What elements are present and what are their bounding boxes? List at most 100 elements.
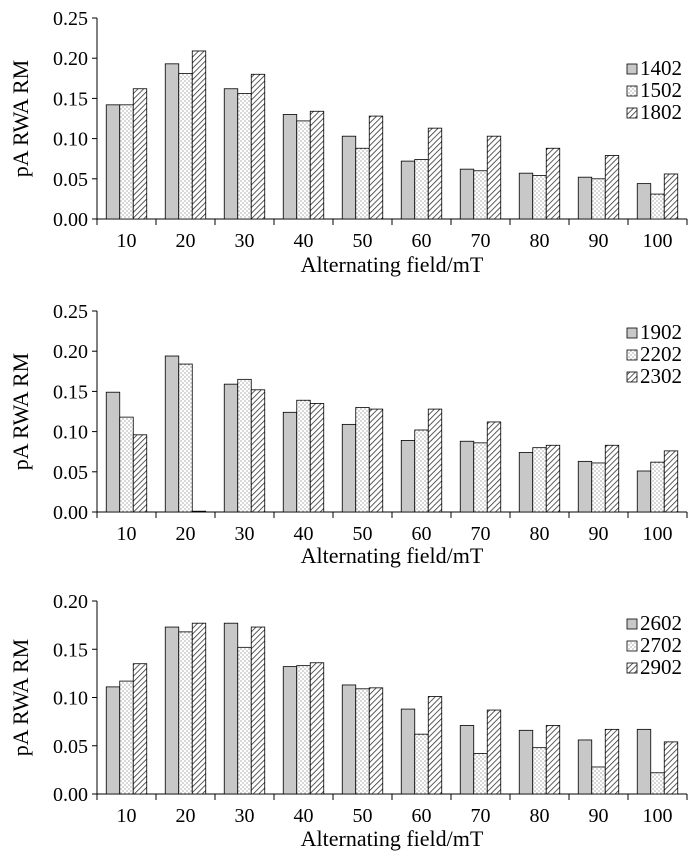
x-axis-label: Alternating field/mT xyxy=(301,543,484,568)
legend-swatch-hatch xyxy=(626,371,638,383)
bar-2702-90 xyxy=(591,766,606,795)
bar-1802-20 xyxy=(191,50,207,220)
bar-2202-20 xyxy=(178,363,193,513)
x-tick-label: 60 xyxy=(412,523,432,545)
bar-1402-100 xyxy=(636,183,652,220)
y-tick-label: 0.05 xyxy=(53,169,88,191)
bar-1402-10 xyxy=(105,104,121,220)
x-tick-label: 10 xyxy=(117,230,137,252)
x-tick-label: 80 xyxy=(530,523,550,545)
bar-2902-80 xyxy=(545,725,561,795)
legend-label: 1502 xyxy=(640,78,682,102)
bar-2702-10 xyxy=(119,680,134,795)
bar-1402-20 xyxy=(164,63,180,220)
bar-2602-70 xyxy=(459,725,475,795)
x-tick-label: 50 xyxy=(353,523,373,545)
bar-2902-10 xyxy=(132,663,148,795)
bar-1502-80 xyxy=(532,175,547,220)
bar-2202-30 xyxy=(237,378,252,513)
bar-2602-40 xyxy=(282,666,298,795)
x-tick-label: 30 xyxy=(235,805,255,827)
y-tick-label: 0.00 xyxy=(53,784,88,806)
bar-1802-30 xyxy=(250,73,266,220)
x-tick-label: 20 xyxy=(176,523,196,545)
bar-1902-50 xyxy=(341,423,357,513)
legend-swatch-dots xyxy=(626,640,638,652)
legend-label: 1402 xyxy=(640,56,682,80)
x-tick-label: 100 xyxy=(643,805,673,827)
legend-swatch-gray xyxy=(626,63,638,75)
bar-2902-20 xyxy=(191,622,207,795)
legend-swatch-hatch xyxy=(626,107,638,119)
bar-2902-90 xyxy=(604,728,620,795)
x-tick-label: 90 xyxy=(589,523,609,545)
bar-1902-20 xyxy=(164,355,180,513)
bar-1402-70 xyxy=(459,168,475,220)
bar-1502-60 xyxy=(414,159,429,220)
x-tick-label: 90 xyxy=(589,805,609,827)
legend-label: 2602 xyxy=(640,611,682,635)
y-axis-label: pA RWA RM xyxy=(8,60,33,177)
legend-label: 2302 xyxy=(640,364,682,388)
bar-2902-40 xyxy=(309,662,325,795)
bar-2602-90 xyxy=(577,739,593,795)
bar-2302-100 xyxy=(663,450,679,513)
bar-1902-70 xyxy=(459,440,475,513)
legend-label: 2902 xyxy=(640,655,682,679)
y-tick-label: 0.00 xyxy=(53,502,88,524)
bar-2302-20 xyxy=(191,510,207,513)
legend-label: 1902 xyxy=(640,320,682,344)
x-tick-label: 30 xyxy=(235,230,255,252)
legend-swatch-dots xyxy=(626,85,638,97)
x-axis-label: Alternating field/mT xyxy=(301,252,484,277)
bar-1802-60 xyxy=(427,127,443,220)
legend-label: 2202 xyxy=(640,342,682,366)
bar-1902-90 xyxy=(577,460,593,513)
y-tick-label: 0.20 xyxy=(53,341,88,363)
bar-1502-10 xyxy=(119,104,134,220)
x-tick-label: 70 xyxy=(471,805,491,827)
legend-label: 2702 xyxy=(640,633,682,657)
bar-1502-100 xyxy=(650,193,665,220)
bar-2302-60 xyxy=(427,408,443,513)
bar-2302-80 xyxy=(545,444,561,513)
legend-swatch-dots xyxy=(626,349,638,361)
bar-1902-30 xyxy=(223,383,239,513)
x-tick-label: 70 xyxy=(471,230,491,252)
x-tick-label: 30 xyxy=(235,523,255,545)
bar-1802-50 xyxy=(368,115,384,220)
bar-1902-100 xyxy=(636,470,652,513)
bar-1502-90 xyxy=(591,178,606,220)
chart-panel-3: 0.00 0.05 0.10 0.15 0.20 10 20 30 40 50 60 70 80 90 10… xyxy=(8,591,688,851)
x-tick-label: 60 xyxy=(412,805,432,827)
bar-1802-70 xyxy=(486,135,502,220)
y-axis-label: pA RWA RM xyxy=(8,353,33,470)
bar-2202-40 xyxy=(296,399,311,513)
x-tick-label: 40 xyxy=(294,805,314,827)
bar-1802-80 xyxy=(545,147,561,220)
bar-2202-10 xyxy=(119,416,134,513)
bar-1902-60 xyxy=(400,440,416,513)
x-tick-label: 60 xyxy=(412,230,432,252)
bar-1502-30 xyxy=(237,93,252,220)
x-tick-label: 50 xyxy=(353,805,373,827)
x-tick-label: 100 xyxy=(643,230,673,252)
y-tick-label: 0.10 xyxy=(53,688,88,710)
y-tick-label: 0.05 xyxy=(53,462,88,484)
bar-2202-50 xyxy=(355,407,370,513)
bar-1802-10 xyxy=(132,88,148,220)
bar-2302-90 xyxy=(604,444,620,513)
bar-1502-70 xyxy=(473,170,488,220)
x-tick-label: 90 xyxy=(589,230,609,252)
bar-2602-50 xyxy=(341,684,357,795)
x-tick-label: 70 xyxy=(471,523,491,545)
bar-1402-80 xyxy=(518,172,534,220)
y-tick-label: 0.15 xyxy=(53,88,88,110)
x-tick-label: 80 xyxy=(530,805,550,827)
bar-2702-70 xyxy=(473,753,488,795)
bar-2202-60 xyxy=(414,429,429,513)
x-tick-label: 20 xyxy=(176,805,196,827)
bar-2202-90 xyxy=(591,462,606,513)
y-tick-label: 0.25 xyxy=(53,8,88,30)
